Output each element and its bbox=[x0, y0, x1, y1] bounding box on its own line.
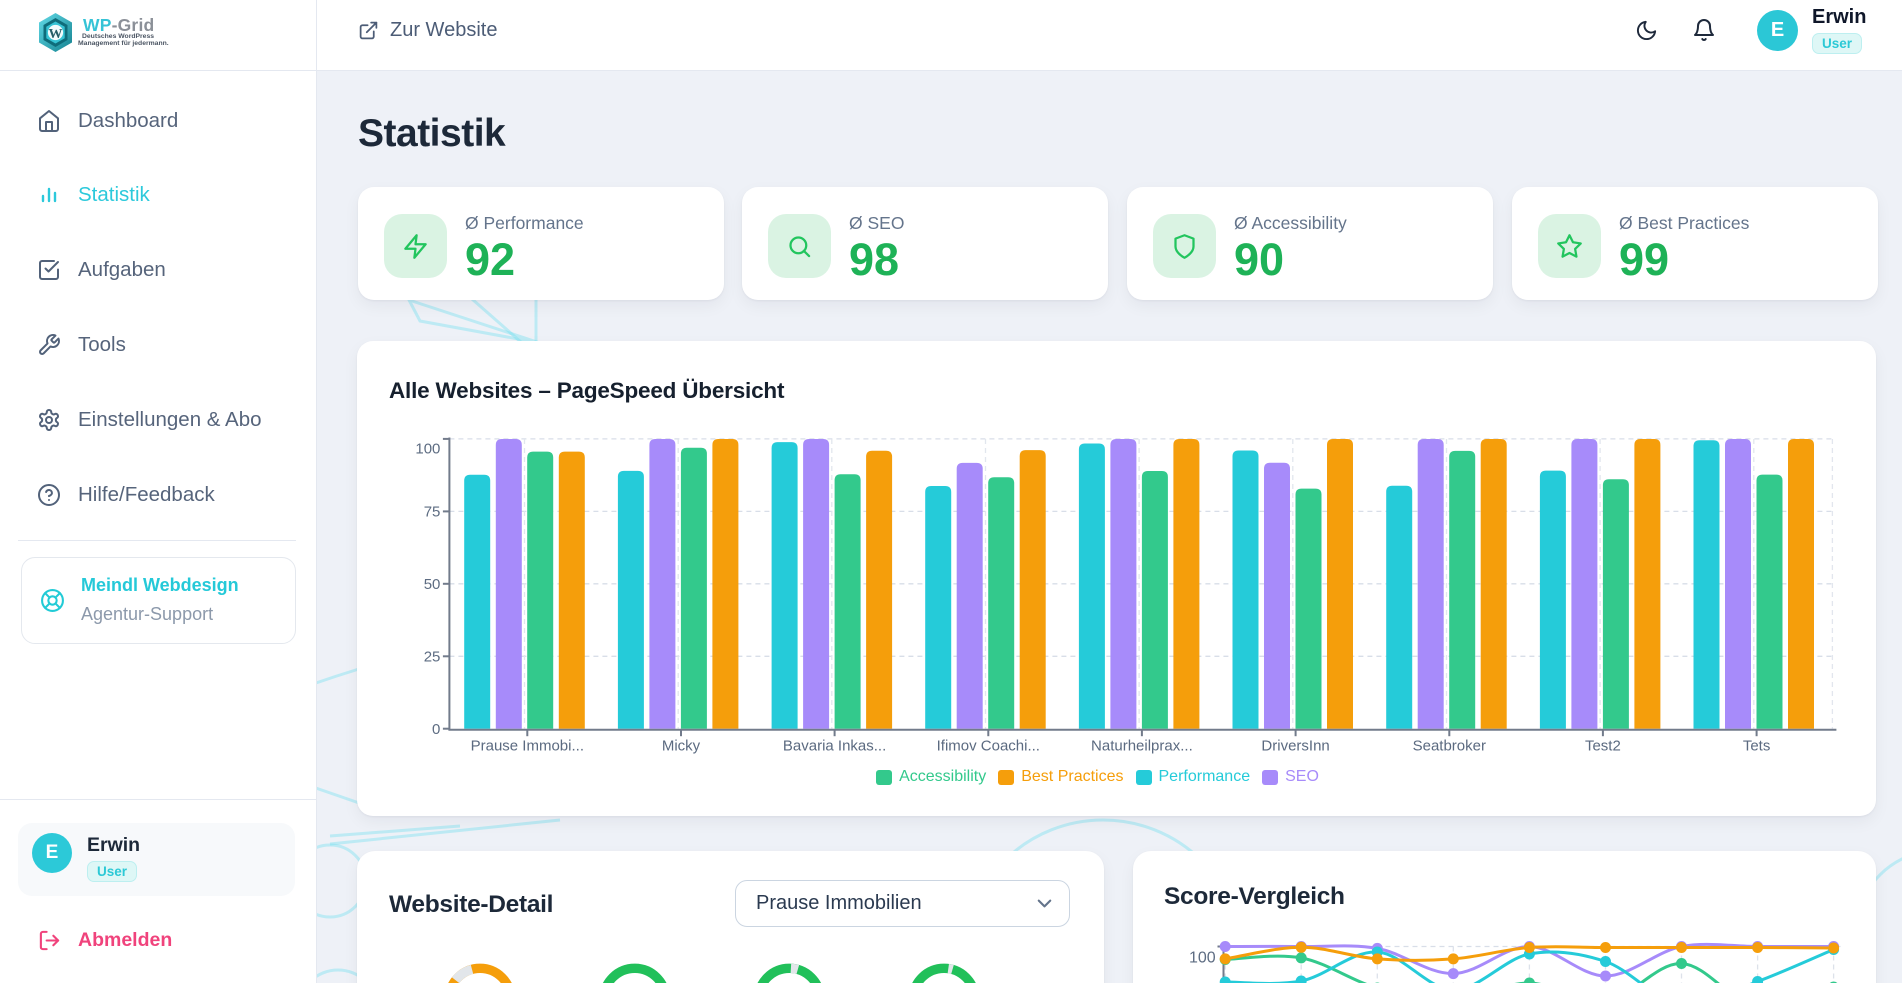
svg-text:100: 100 bbox=[1189, 950, 1216, 967]
svg-text:Seatbroker: Seatbroker bbox=[1413, 738, 1486, 755]
svg-text:DriversInn: DriversInn bbox=[1261, 738, 1329, 755]
svg-text:Bavaria Inkas...: Bavaria Inkas... bbox=[783, 738, 886, 755]
svg-text:Naturheilprax...: Naturheilprax... bbox=[1091, 738, 1193, 755]
svg-text:Micky: Micky bbox=[662, 738, 701, 755]
svg-text:Test2: Test2 bbox=[1585, 738, 1621, 755]
svg-text:75: 75 bbox=[424, 504, 441, 521]
svg-text:25: 25 bbox=[424, 649, 441, 666]
svg-text:W: W bbox=[49, 27, 63, 42]
svg-text:Prause Immobi...: Prause Immobi... bbox=[471, 738, 584, 755]
svg-text:100: 100 bbox=[415, 441, 440, 458]
svg-text:Tets: Tets bbox=[1743, 738, 1771, 755]
svg-text:50: 50 bbox=[424, 576, 441, 593]
svg-text:Ifimov Coachi...: Ifimov Coachi... bbox=[937, 738, 1040, 755]
svg-text:0: 0 bbox=[432, 721, 440, 738]
